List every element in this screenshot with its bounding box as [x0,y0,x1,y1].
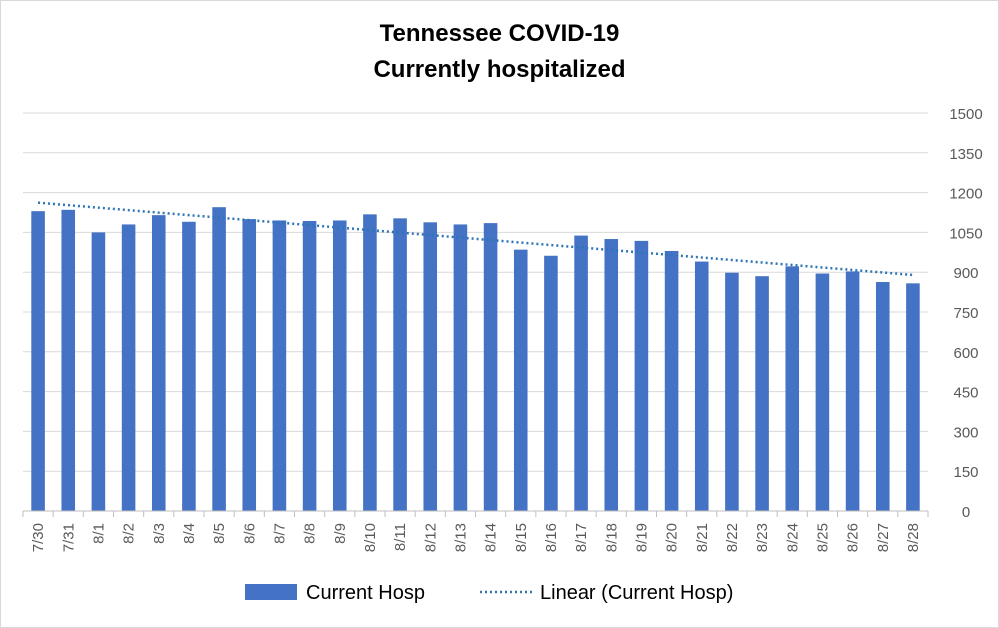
bar [634,240,649,511]
bar [664,250,679,511]
x-tick-label: 8/26 [845,523,862,552]
x-tick-label: 8/12 [422,523,439,552]
bar [906,283,920,511]
x-tick-label: 8/23 [754,523,771,552]
y-tick-label: 0 [962,504,970,521]
y-tick-label: 750 [953,305,978,322]
bar [302,220,317,511]
x-tick-label: 8/22 [724,523,741,552]
bar [604,239,619,512]
bar [121,224,136,511]
bar [91,232,106,511]
legend-swatch-bars [245,584,297,600]
x-tick-label: 8/18 [603,523,620,552]
chart-title-line-1: Tennessee COVID-19 [379,20,620,47]
bar [453,224,468,511]
bar [815,273,830,511]
x-tick-label: 8/8 [302,523,319,544]
x-tick-label: 8/7 [271,523,288,544]
legend: Current Hosp Linear (Current Hosp) [245,582,733,604]
bar [845,271,860,511]
x-tick-label: 8/9 [332,523,349,544]
bar [61,209,76,511]
y-tick-label: 1200 [949,186,982,203]
y-tick-label: 600 [953,345,978,362]
bar [875,282,890,511]
bar [785,266,800,511]
x-tick-label: 8/13 [452,523,469,552]
bar [725,272,739,511]
x-tick-labels: 7/30 7/31 8/1 8/2 8/3 8/4 8/5 8/6 8/7 8/8 8/9 8/10 8… [30,523,922,552]
bar [151,215,166,512]
bar [423,222,438,512]
bar [574,235,588,512]
x-tick-label: 7/30 [30,523,47,552]
y-tick-label: 900 [953,265,978,282]
bar [755,276,769,511]
x-tick-label: 8/2 [121,523,138,544]
bar [544,255,558,511]
x-tick-label: 8/20 [664,523,681,552]
x-tick-label: 8/19 [633,523,650,552]
x-tick-label: 8/28 [905,523,922,552]
x-tick-label: 8/14 [483,523,500,552]
y-tick-label: 1350 [949,146,982,163]
y-tick-labels: 0 150 300 450 600 750 900 1050 1200 1350 1500 [949,106,982,521]
y-tick-label: 1050 [949,225,982,242]
x-tick-label: 8/25 [814,523,831,552]
y-tick-label: 150 [953,464,978,481]
bar [513,249,528,511]
legend-label-trendline: Linear (Current Hosp) [540,582,733,604]
bar [393,218,407,511]
x-tick-label: 8/27 [875,523,892,552]
x-tick-label: 8/10 [362,523,379,552]
x-tick-label: 8/11 [392,523,409,551]
bar [212,207,226,511]
bar [272,220,287,511]
x-tick-label: 8/4 [181,523,198,544]
legend-label-bars: Current Hosp [306,582,425,604]
y-tick-label: 450 [953,385,978,402]
bar [31,211,45,511]
y-tick-label: 300 [953,424,978,441]
bar [182,221,196,511]
x-tick-label: 8/17 [573,523,590,552]
x-tick-label: 8/15 [513,523,530,552]
bar [363,214,377,511]
x-tick-label: 8/24 [784,523,801,552]
bar [483,223,498,511]
trendline-line [37,201,914,277]
axes [22,510,929,517]
x-tick-label: 8/1 [90,523,107,544]
x-tick-label: 8/16 [543,523,560,552]
x-tick-label: 8/21 [694,523,711,552]
bar [332,220,347,511]
bar [242,219,257,511]
x-tick-label: 8/6 [241,523,258,544]
trendline [37,201,914,277]
chart-title-line-2: Currently hospitalized [373,56,626,83]
y-tick-label: 1500 [949,106,982,123]
x-tick-label: 8/3 [151,523,168,544]
x-tick-label: 7/31 [60,523,77,552]
bars [31,207,920,512]
x-tick-label: 8/5 [211,523,228,544]
gridlines [23,112,928,472]
bar [694,261,709,511]
